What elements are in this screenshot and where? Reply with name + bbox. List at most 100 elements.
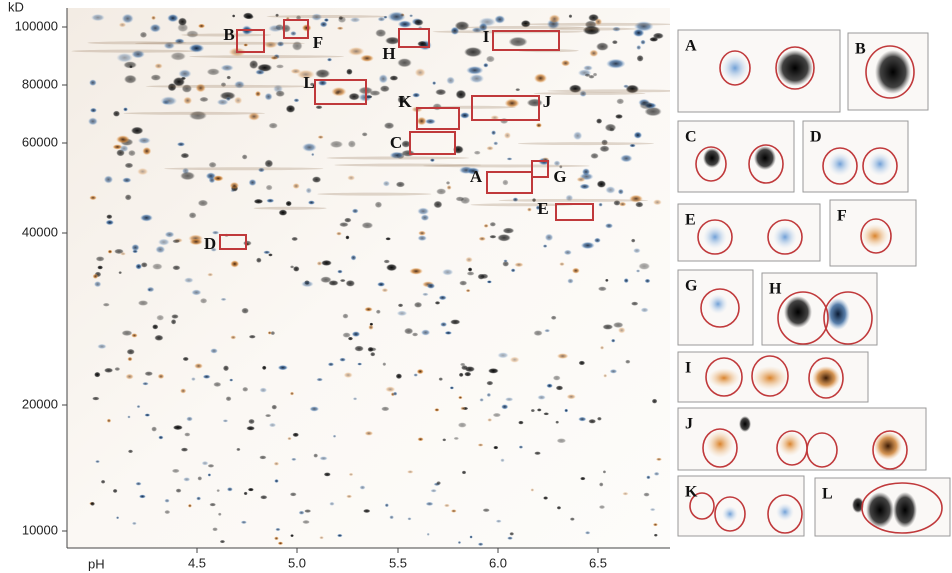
spot [409, 14, 413, 17]
spot [200, 298, 207, 304]
spot [527, 207, 532, 211]
x-axis-title: pH [88, 556, 105, 571]
spot [434, 408, 439, 412]
spot [367, 347, 373, 352]
spot [195, 84, 205, 93]
spot [422, 293, 429, 296]
spot [600, 346, 604, 350]
spot [543, 244, 548, 248]
spot [108, 250, 113, 254]
spot-label: L [303, 73, 314, 92]
spot [534, 451, 541, 455]
streak [498, 199, 648, 202]
spot [243, 241, 252, 246]
spot [230, 335, 236, 339]
spot [142, 147, 151, 155]
spot [92, 397, 99, 401]
streak [164, 167, 323, 170]
spot [380, 85, 390, 92]
spot [317, 261, 322, 266]
spot [274, 536, 279, 540]
zoom-panel: C [678, 121, 794, 192]
spot [230, 260, 239, 267]
panel-label: H [769, 281, 782, 298]
spot [577, 177, 586, 182]
x-tick-label: 5.0 [288, 555, 306, 570]
spot [553, 375, 561, 380]
spot [245, 14, 254, 19]
spot [151, 16, 156, 20]
spot [533, 330, 542, 336]
spot [381, 407, 389, 412]
spot-label: F [313, 33, 323, 52]
spot [640, 40, 645, 45]
spot [304, 509, 311, 513]
spot [383, 181, 390, 187]
spot [148, 288, 151, 291]
spot [181, 448, 188, 452]
spot [409, 268, 423, 275]
spot [414, 302, 422, 308]
spot [593, 73, 598, 77]
streak [124, 112, 265, 115]
spot [125, 374, 133, 380]
spot [417, 235, 426, 241]
spot [509, 532, 514, 536]
spot [89, 79, 97, 86]
spot-label: C [390, 133, 402, 152]
spot [346, 280, 355, 287]
spot [124, 75, 137, 84]
spot [292, 433, 299, 437]
spot-label: J [543, 92, 552, 111]
spot [460, 407, 465, 411]
spot [241, 308, 249, 314]
spot [624, 278, 629, 283]
spot [324, 472, 331, 476]
spot [135, 263, 142, 269]
spot [313, 453, 318, 457]
spot [213, 382, 221, 387]
spot [94, 372, 100, 378]
spot [353, 397, 357, 400]
spot [139, 494, 146, 498]
spot [311, 153, 314, 156]
spot [605, 124, 617, 132]
spot [466, 289, 471, 292]
spot [276, 64, 284, 68]
streak [189, 55, 344, 58]
spot [316, 378, 323, 382]
y-axis-title: kD [8, 0, 24, 14]
spot [397, 58, 412, 67]
spot [639, 101, 653, 109]
spot [413, 373, 418, 376]
spot [433, 201, 442, 209]
zoom-panel: H [762, 273, 877, 345]
spot [91, 14, 105, 21]
spot [407, 470, 414, 474]
spot [269, 423, 276, 427]
spot [236, 448, 240, 451]
spot [132, 522, 137, 525]
spot [545, 234, 554, 242]
panel-spot [861, 224, 889, 248]
spot [556, 385, 564, 390]
spot [208, 464, 215, 468]
spot [156, 315, 164, 321]
spot [180, 388, 186, 393]
spot [417, 369, 424, 374]
spot [439, 377, 443, 381]
spot [115, 367, 121, 371]
spot [450, 386, 454, 389]
spot [622, 492, 628, 496]
spot [131, 127, 143, 135]
spot [183, 477, 190, 481]
spot [138, 137, 151, 144]
spot [188, 504, 192, 508]
spot [104, 368, 113, 373]
spot [519, 445, 524, 448]
spot [286, 201, 292, 207]
spot [588, 419, 596, 424]
spot [360, 485, 366, 489]
spot [421, 329, 430, 335]
spot [459, 281, 467, 286]
